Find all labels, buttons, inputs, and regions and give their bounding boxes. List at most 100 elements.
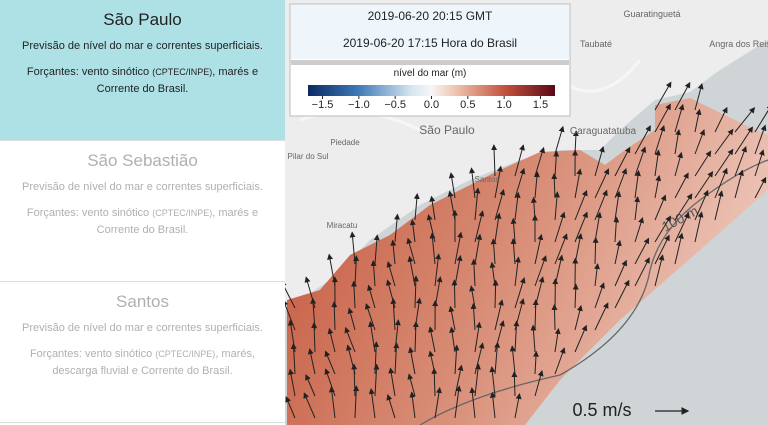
scale-label: 0.5 m/s — [572, 400, 631, 420]
current-arrow — [572, 283, 579, 309]
card-forcings: Forçantes: vento sinótico (CPTEC/INPE), … — [8, 64, 277, 98]
colorbar-tick-label: −1.5 — [312, 99, 334, 111]
colorbar — [308, 85, 555, 96]
current-arrow — [694, 211, 704, 243]
place-label: Guaratinguetá — [623, 9, 680, 19]
current-arrow — [592, 236, 599, 265]
current-arrow — [554, 211, 566, 243]
timestamp-local: 2019-06-20 17:15 Hora do Brasil — [343, 36, 517, 50]
current-arrow — [654, 174, 662, 199]
current-arrow — [754, 124, 767, 155]
current-arrow — [470, 302, 477, 331]
card-forcings: Forçantes: vento sinótico (CPTEC/INPE), … — [8, 205, 277, 239]
current-arrow — [674, 129, 682, 155]
current-arrow — [614, 259, 628, 287]
card-description: Previsão de nível do mar e correntes sup… — [22, 322, 263, 334]
colorbar-tick-label: −1.0 — [348, 99, 370, 111]
current-arrow — [734, 126, 753, 155]
current-arrow — [490, 238, 497, 265]
current-arrow — [614, 146, 631, 177]
current-arrow — [553, 150, 560, 177]
current-arrow — [494, 165, 503, 199]
current-arrow — [285, 280, 296, 309]
current-arrow — [409, 219, 416, 243]
current-arrow — [734, 107, 756, 133]
current-arrow — [534, 233, 544, 265]
current-arrow — [491, 144, 498, 177]
current-arrow — [514, 256, 521, 287]
current-arrow — [331, 301, 338, 331]
current-arrow — [514, 144, 525, 177]
current-arrow — [434, 253, 442, 287]
divider — [291, 60, 569, 65]
current-arrow — [714, 148, 734, 177]
current-arrow — [654, 125, 666, 155]
current-arrow — [351, 280, 358, 309]
current-arrow — [694, 129, 706, 155]
current-arrow — [373, 234, 380, 265]
region-card[interactable]: São Paulo Previsão de nível do mar e corr… — [0, 0, 285, 141]
current-arrow — [694, 150, 712, 177]
current-arrow — [288, 368, 296, 397]
current-arrow — [553, 191, 560, 221]
card-title: São Sebastião — [87, 151, 198, 170]
current-arrow — [327, 327, 336, 353]
region-card[interactable]: São Sebastião Previsão de nível do mar e … — [0, 141, 285, 282]
current-arrow — [448, 172, 456, 199]
current-arrow — [734, 145, 747, 177]
current-arrow — [694, 189, 709, 221]
place-label: Caraguatatuba — [570, 126, 637, 137]
current-arrow — [754, 104, 768, 133]
current-arrow — [509, 345, 516, 375]
current-arrow — [285, 396, 296, 419]
current-arrow — [594, 263, 600, 287]
current-arrow — [413, 192, 420, 221]
current-arrow — [489, 391, 496, 419]
current-arrow — [454, 385, 462, 419]
current-arrow — [390, 239, 397, 265]
place-label: Piedade — [330, 138, 360, 147]
current-arrow — [390, 297, 397, 331]
region-card[interactable]: Santos Previsão de nível do mar e corrent… — [0, 282, 285, 423]
current-arrow — [634, 170, 641, 199]
colorbar-tick-label: 1.0 — [496, 99, 511, 111]
current-arrow — [654, 254, 665, 287]
current-arrow — [386, 261, 396, 287]
current-arrow — [634, 125, 651, 155]
current-arrow — [654, 81, 672, 111]
current-arrow — [408, 346, 416, 375]
map[interactable]: 100 m São Paulo CaraguatatubaGuaratinguet… — [285, 0, 768, 425]
current-arrow — [594, 146, 605, 177]
colorbar-tick-label: −0.5 — [384, 99, 406, 111]
current-arrow — [469, 387, 476, 419]
current-arrow — [393, 342, 400, 375]
current-arrow — [453, 344, 460, 375]
current-arrow — [674, 103, 685, 133]
current-arrow — [533, 171, 540, 199]
current-arrow — [474, 363, 481, 397]
current-arrow — [386, 394, 396, 419]
current-arrow — [434, 387, 442, 419]
current-arrow — [305, 374, 316, 397]
current-arrow — [654, 103, 671, 133]
current-arrow — [328, 386, 336, 419]
current-arrow — [409, 391, 416, 419]
current-arrow — [474, 187, 481, 221]
current-arrow — [614, 190, 622, 221]
current-arrow — [344, 326, 356, 353]
current-arrow — [303, 392, 316, 419]
current-arrow — [714, 190, 724, 221]
current-arrow — [530, 324, 537, 353]
current-arrow — [714, 106, 728, 133]
current-arrow — [367, 284, 376, 309]
place-label: Angra dos Reis — [709, 39, 768, 49]
card-title: Santos — [116, 292, 169, 311]
place-label: Pilar do Sul — [288, 152, 329, 161]
current-arrow — [554, 327, 561, 353]
forcings-source: (CPTEC/INPE) — [152, 208, 213, 218]
current-arrow — [412, 320, 419, 353]
current-arrow — [551, 303, 558, 331]
current-arrow — [613, 216, 620, 243]
current-arrow — [614, 279, 630, 309]
current-arrow — [534, 370, 544, 397]
